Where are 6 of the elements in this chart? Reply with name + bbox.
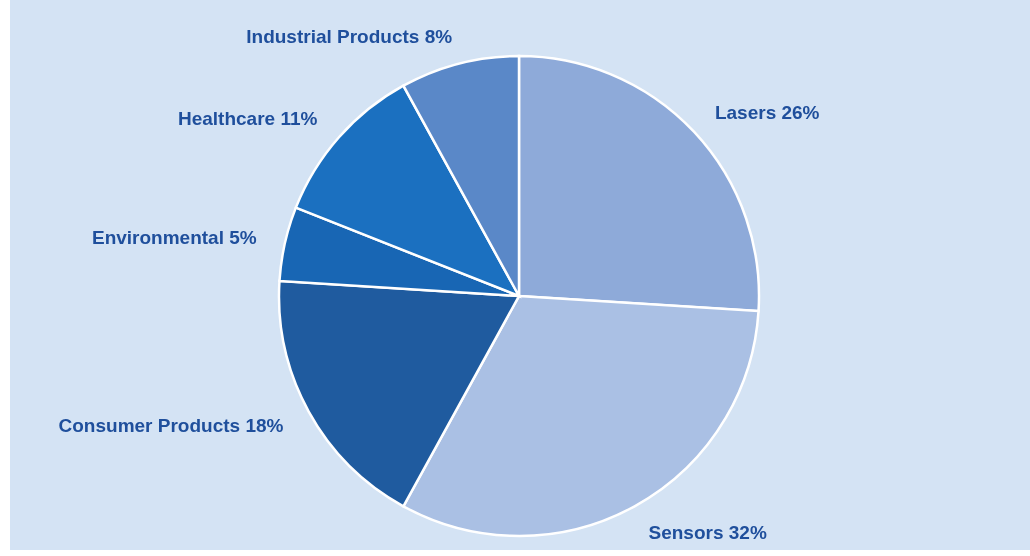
slice-label: Lasers 26% (714, 101, 820, 123)
slice-label: Environmental 5% (91, 227, 257, 249)
slice-label: Consumer Products 18% (58, 415, 284, 437)
slice-label: Sensors 32% (648, 521, 767, 543)
slice-label: Healthcare 11% (177, 108, 318, 130)
slice-label: Industrial Products 8% (246, 25, 453, 47)
